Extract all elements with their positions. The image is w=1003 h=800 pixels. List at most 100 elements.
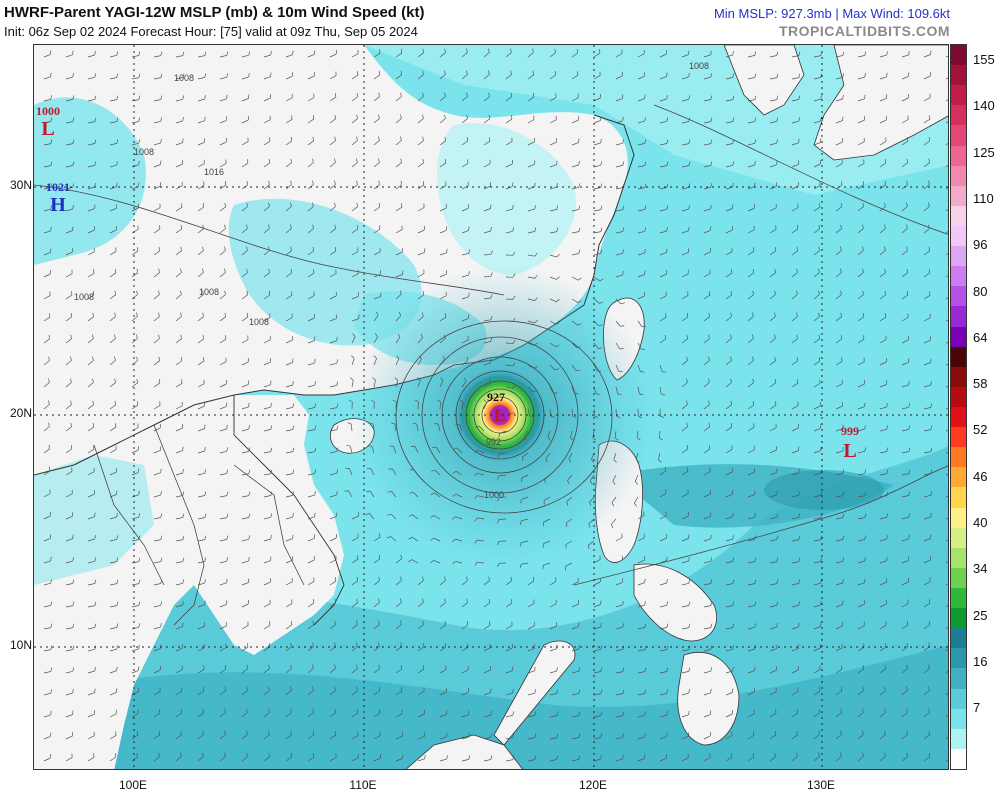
- wind-barb: [791, 55, 799, 58]
- wind-barb-flag: [928, 753, 931, 758]
- wind-barb: [725, 605, 733, 608]
- wind-barb-flag: [70, 334, 72, 339]
- wind-barb-flag: [138, 601, 141, 606]
- wind-barb-flag: [136, 378, 138, 383]
- wind-barb: [592, 430, 595, 438]
- wind-barb: [109, 426, 117, 432]
- wind-barb-flag: [180, 268, 182, 273]
- wind-barb: [131, 561, 139, 564]
- colorbar-tick-label: 64: [973, 329, 988, 345]
- wind-barb: [455, 538, 463, 542]
- wind-barb-flag: [641, 325, 646, 328]
- wind-barb-flag: [820, 491, 823, 496]
- wind-barb: [219, 338, 227, 344]
- wind-barb-flag: [488, 598, 491, 603]
- wind-barb-flag: [48, 378, 50, 383]
- wind-barb: [659, 98, 667, 102]
- wind-barb: [505, 141, 513, 146]
- wind-barb-flag: [611, 502, 615, 507]
- wind-barb-flag: [622, 270, 624, 275]
- wind-barb: [219, 206, 226, 212]
- wind-barb: [879, 712, 886, 718]
- wind-barb: [725, 77, 733, 80]
- wind-barb-flag: [334, 158, 336, 163]
- wind-barb-flag: [444, 598, 446, 603]
- wind-barb-flag: [544, 479, 546, 484]
- wind-barb: [307, 473, 315, 476]
- wind-barb-flag: [50, 183, 53, 188]
- wind-barb: [527, 580, 534, 586]
- wind-barb: [835, 206, 842, 212]
- wind-barb-flag: [906, 708, 908, 713]
- wind-barb-flag: [884, 180, 886, 185]
- wind-barb: [747, 360, 754, 366]
- wind-barb: [593, 364, 598, 372]
- wind-barb: [505, 692, 513, 696]
- wind-barb: [153, 691, 161, 696]
- wind-barb-flag: [520, 499, 522, 504]
- wind-barb-flag: [378, 114, 380, 119]
- wind-barb: [658, 452, 661, 460]
- wind-barb: [857, 734, 864, 740]
- wind-barb: [65, 186, 73, 190]
- wind-barb: [549, 342, 556, 348]
- wind-barb: [659, 230, 667, 234]
- wind-barb: [835, 338, 842, 344]
- wind-barb-flag: [226, 73, 228, 78]
- wind-barb: [901, 473, 909, 476]
- wind-barb: [659, 537, 667, 542]
- wind-barb: [43, 316, 51, 322]
- wind-barb: [241, 428, 249, 432]
- wind-barb: [923, 272, 930, 278]
- wind-barb: [131, 294, 138, 300]
- wind-barb-flag: [754, 535, 757, 540]
- wind-barb-flag: [862, 180, 865, 186]
- wind-barb: [549, 581, 557, 586]
- wind-barb-flag: [347, 422, 352, 425]
- wind-barb-flag: [270, 380, 272, 385]
- wind-barb-flag: [644, 601, 646, 606]
- wind-barb-flag: [399, 290, 402, 295]
- wind-barb: [43, 426, 50, 432]
- wind-barb: [175, 626, 183, 630]
- wind-barb: [461, 669, 469, 674]
- wind-barb: [615, 671, 623, 674]
- wind-barb-flag: [820, 600, 822, 605]
- forecast-map[interactable]: 1008 1008 1008 1008 1008 1008 1000 992 1…: [33, 44, 949, 770]
- wind-barb: [637, 714, 645, 718]
- wind-barb-flag: [776, 51, 779, 56]
- wind-barb-flag: [50, 72, 52, 77]
- wind-barb: [588, 518, 595, 524]
- wind-barb: [901, 228, 908, 234]
- wind-barb: [527, 52, 534, 58]
- wind-barb: [351, 735, 359, 740]
- wind-barb-flag: [644, 183, 647, 188]
- wind-barb-flag: [292, 380, 294, 386]
- wind-barb-flag: [417, 377, 421, 381]
- wind-barb: [505, 118, 513, 124]
- wind-barb: [65, 382, 72, 388]
- wind-barb: [857, 163, 865, 168]
- wind-barb-flag: [50, 139, 53, 144]
- wind-barb: [65, 251, 73, 256]
- wind-barb: [593, 187, 601, 190]
- wind-barb-flag: [136, 356, 138, 361]
- wind-barb: [285, 406, 293, 410]
- wind-barb: [615, 120, 623, 124]
- wind-barb: [945, 341, 948, 344]
- wind-barb-flag: [730, 423, 733, 428]
- colorbar-segment: [951, 326, 966, 347]
- wind-barb: [439, 74, 446, 80]
- wind-barb-flag: [864, 73, 866, 78]
- wind-barb: [923, 97, 931, 102]
- wind-barb: [615, 693, 623, 696]
- wind-barb: [434, 469, 441, 476]
- wind-barb: [769, 472, 777, 476]
- wind-barb-flag: [452, 561, 456, 565]
- wind-barb: [703, 471, 711, 476]
- wind-barb: [571, 75, 579, 80]
- wind-barb: [659, 273, 667, 278]
- wind-barb: [593, 52, 601, 58]
- wind-barb: [505, 625, 513, 630]
- wind-barb: [197, 383, 205, 388]
